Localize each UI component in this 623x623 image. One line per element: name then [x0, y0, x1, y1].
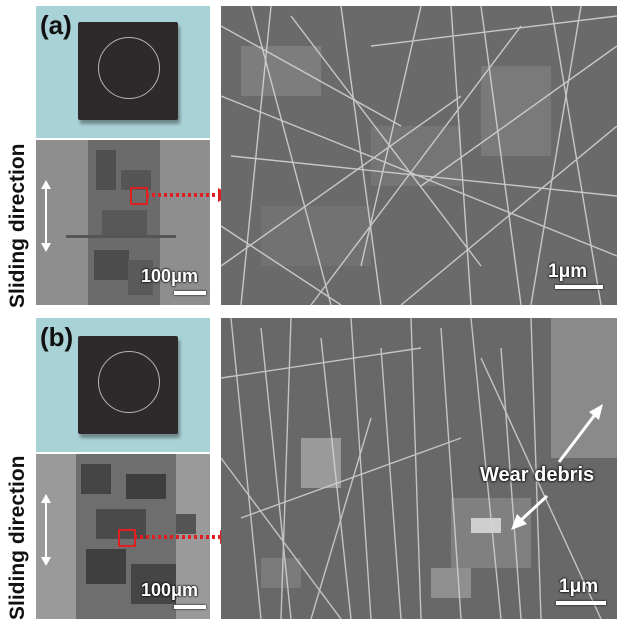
sem-scale-bar-a: [555, 285, 603, 289]
sliding-direction-arrow-a: [41, 180, 51, 252]
wear-track-ring-b: [98, 351, 160, 413]
optical-scale-label-a: 100μm: [141, 266, 199, 286]
sliding-direction-label-a: Sliding direction: [6, 143, 29, 308]
sem-texture-a: [221, 6, 617, 305]
sliding-direction-arrow-b: [41, 494, 51, 566]
wear-debris-arrows: [511, 404, 603, 530]
optical-texture-a: [36, 140, 210, 305]
panel-label-a: (a): [40, 10, 72, 40]
sample-plate-b: [78, 336, 178, 434]
sample-photo-b: [36, 318, 210, 452]
wear-debris-label: Wear debris: [480, 464, 595, 486]
panel-label-b: (b): [40, 322, 74, 352]
optical-scale-bar-a: [174, 291, 206, 295]
sample-plate-a: [78, 22, 178, 120]
sem-image-a: 1μm: [221, 6, 617, 305]
sample-photo-a: [36, 6, 210, 138]
optical-scale-bar-b: [174, 605, 206, 609]
sem-scale-bar-b: [556, 601, 606, 605]
sliding-direction-label-b: Sliding direction: [6, 455, 29, 620]
optical-scale-label-b: 100μm: [141, 580, 199, 600]
sem-image-b: Wear debris 1μm: [221, 318, 617, 619]
optical-texture-b: [36, 454, 210, 619]
optical-micrograph-a: 100μm: [36, 140, 210, 305]
sem-scale-label-a: 1μm: [548, 261, 588, 282]
optical-micrograph-b: 100μm: [36, 454, 210, 619]
sem-texture-b: [221, 318, 617, 619]
wear-track-ring-a: [98, 37, 160, 99]
sem-scale-label-b: 1μm: [559, 576, 599, 597]
